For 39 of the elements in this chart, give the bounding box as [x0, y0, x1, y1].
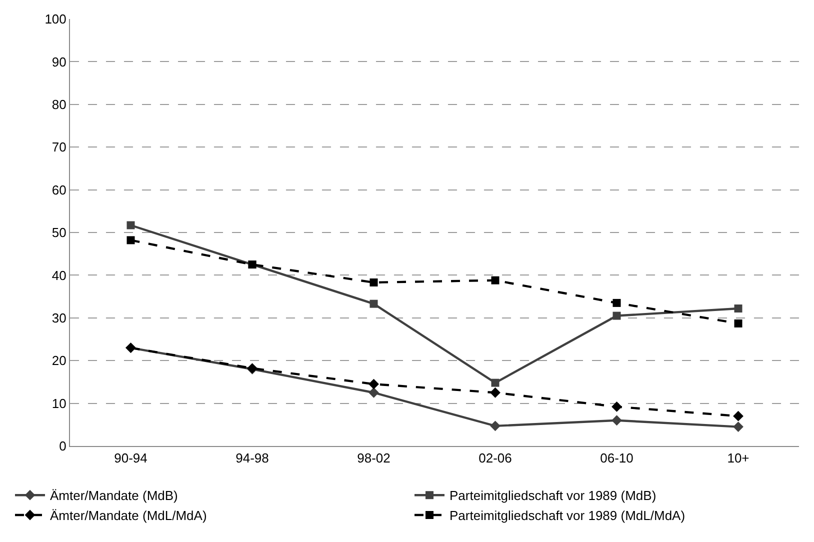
y-tick-label: 40: [52, 268, 66, 283]
point: [491, 276, 500, 284]
legend-label: Parteimitgliedschaft vor 1989 (MdB): [450, 488, 656, 504]
y-tick-label: 100: [44, 12, 66, 27]
point: [733, 410, 744, 422]
y-tick-label: 0: [59, 438, 66, 454]
point: [734, 304, 742, 313]
point: [733, 422, 744, 432]
legend-label: Ämter/Mandate (MdL/MdA): [50, 508, 207, 524]
x-tick-label: 02-06: [478, 450, 512, 466]
point: [368, 387, 379, 398]
point: [370, 300, 378, 308]
x-tick-label: 98-02: [357, 450, 390, 466]
point: [368, 378, 379, 390]
y-tick-label: 20: [52, 353, 66, 368]
point: [126, 221, 135, 230]
y-tick-label: 60: [52, 182, 66, 198]
point: [612, 298, 621, 307]
point: [612, 402, 622, 412]
point: [612, 415, 622, 426]
y-tick-label: 10: [52, 396, 66, 411]
point: [370, 278, 378, 286]
point: [490, 420, 500, 432]
point: [491, 378, 500, 387]
x-tick-label: 10+: [727, 450, 750, 466]
y-tick-label: 80: [52, 96, 66, 112]
point: [490, 387, 500, 398]
legend-label: Ämter/Mandate (MdB): [50, 488, 178, 504]
y-tick-label: 30: [52, 310, 66, 326]
x-tick-label: 06-10: [600, 450, 634, 466]
x-tick-label: 94-98: [236, 450, 269, 466]
y-tick-label: 90: [52, 54, 66, 70]
y-tick-label: 70: [52, 140, 66, 155]
point: [734, 319, 742, 328]
point: [126, 236, 135, 244]
legend-label: Parteimitgliedschaft vor 1989 (MdL/MdA): [450, 508, 686, 524]
y-tick-label: 50: [52, 225, 66, 240]
point: [612, 312, 621, 320]
x-tick-label: 90-94: [114, 450, 148, 466]
